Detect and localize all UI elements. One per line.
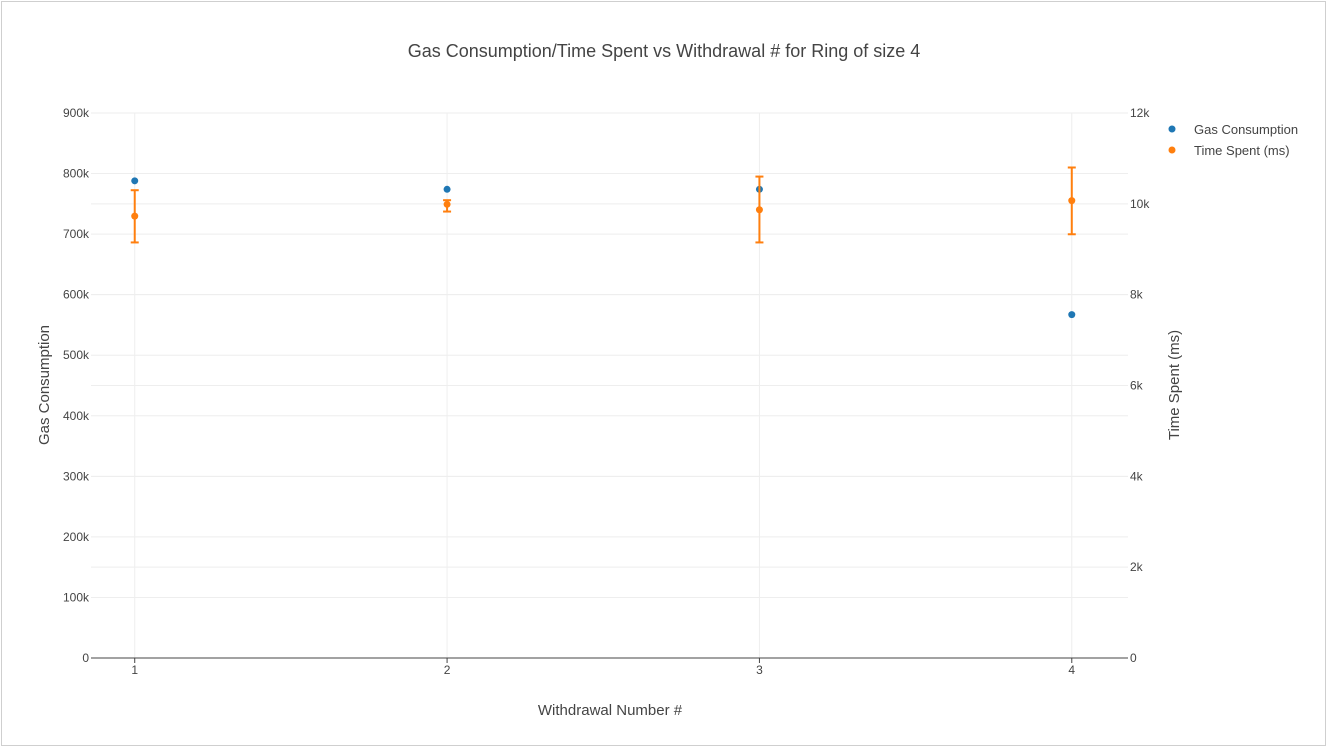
y2-tick-label: 10k: [1130, 197, 1150, 211]
y-tick-label: 700k: [63, 227, 90, 241]
chart-title: Gas Consumption/Time Spent vs Withdrawal…: [408, 41, 921, 61]
y-tick-label: 0: [82, 651, 89, 665]
y-tick-label: 900k: [63, 106, 90, 120]
legend-marker-time-spent: [1168, 146, 1176, 154]
y-tick-label: 400k: [63, 409, 90, 423]
y-tick-label: 300k: [63, 469, 90, 483]
y-tick-label: 100k: [63, 590, 90, 604]
legend[interactable]: Gas Consumption Time Spent (ms): [1168, 122, 1299, 158]
x-tick-label: 1: [131, 663, 138, 677]
y2-tick-label: 12k: [1130, 106, 1150, 120]
y2-tick-label: 2k: [1130, 560, 1144, 574]
y2-axis-title: Time Spent (ms): [1166, 330, 1183, 440]
y-tick-label: 800k: [63, 167, 90, 181]
x-axis-title: Withdrawal Number #: [538, 702, 683, 719]
gridlines: [91, 112, 1128, 658]
gas-consumption-point: [1068, 311, 1076, 319]
y-tick-label: 200k: [63, 530, 90, 544]
axes: [91, 657, 1128, 663]
y2-tick-label: 4k: [1130, 469, 1144, 483]
y2-tick-label: 6k: [1130, 379, 1144, 393]
x-tick-label: 2: [444, 663, 451, 677]
data-marks: [130, 166, 1076, 319]
gas-consumption-point: [131, 177, 139, 185]
legend-label-time-spent: Time Spent (ms): [1194, 143, 1290, 158]
legend-marker-gas-consumption: [1168, 125, 1176, 133]
time-spent-ms-point: [443, 200, 451, 208]
axis-labels: 0 100k 200k 300k 400k 500k 600k 700k 800k 900k 0 2k…: [63, 106, 1150, 677]
gas-consumption-point: [443, 185, 451, 193]
time-spent-ms-point: [131, 212, 139, 220]
x-tick-label: 3: [756, 663, 763, 677]
legend-label-gas-consumption: Gas Consumption: [1194, 122, 1298, 137]
y-tick-label: 500k: [63, 348, 90, 362]
x-tick-label: 4: [1068, 663, 1075, 677]
time-spent-ms-point: [755, 206, 763, 214]
y2-tick-label: 0: [1130, 651, 1137, 665]
time-spent-ms-point: [1068, 197, 1076, 205]
y-axis-title: Gas Consumption: [36, 325, 53, 445]
y2-tick-label: 8k: [1130, 288, 1144, 302]
y-tick-label: 600k: [63, 288, 90, 302]
